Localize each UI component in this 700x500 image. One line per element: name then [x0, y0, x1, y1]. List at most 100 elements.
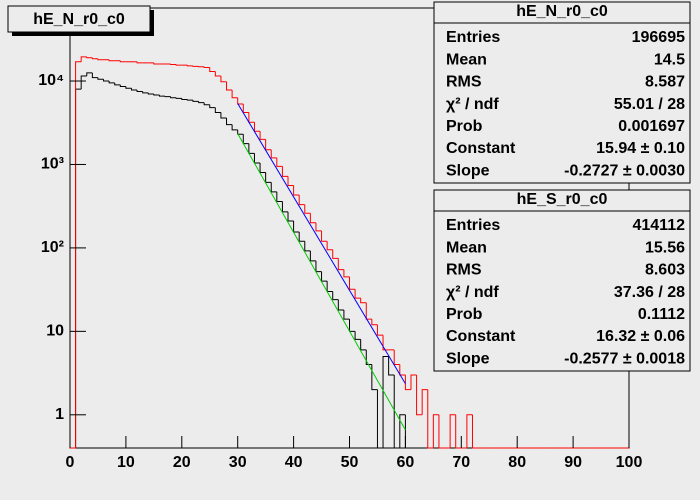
histogram-bin	[175, 64, 182, 66]
histogram-bin	[298, 195, 305, 206]
histogram-bin	[125, 86, 132, 89]
histogram-bin	[181, 98, 188, 101]
histogram-bin	[91, 57, 98, 60]
histogram-bin	[354, 331, 361, 340]
histogram-bin	[186, 99, 193, 101]
stats-label: RMS	[446, 262, 482, 279]
stats-value: -0.2727 ± 0.0030	[564, 162, 685, 179]
stats-box	[433, 1, 691, 184]
histogram-bin	[371, 319, 378, 326]
histogram-bin	[354, 289, 361, 299]
histogram-bin	[393, 374, 400, 449]
stats-label: Entries	[446, 217, 500, 234]
y-tick-label: 10³	[41, 156, 64, 173]
histogram-bin	[471, 414, 479, 449]
histogram-bin	[153, 93, 160, 96]
histogram-bin	[231, 90, 238, 99]
histogram-bin	[343, 310, 350, 320]
stats-value: 8.603	[645, 262, 685, 279]
histogram-bin	[136, 90, 143, 92]
histogram-bin	[97, 58, 104, 61]
histogram-bin	[259, 131, 266, 140]
histogram-bin	[203, 66, 210, 69]
histogram-bin	[153, 62, 160, 65]
histogram-bin	[130, 88, 138, 91]
histogram-bin	[226, 118, 233, 126]
histogram-bin	[293, 185, 300, 196]
fit-line	[237, 133, 406, 431]
histogram-bin	[186, 65, 193, 67]
histogram-bin	[276, 191, 283, 202]
histogram-bin	[376, 324, 384, 336]
x-tick-label: 30	[229, 454, 247, 471]
histogram-bin	[209, 104, 216, 109]
histogram-bin	[449, 414, 456, 448]
histogram-bin	[438, 414, 445, 449]
histogram-bin	[332, 249, 339, 259]
histogram-bin	[158, 94, 166, 97]
histogram-bin	[332, 291, 339, 301]
histogram-bin	[80, 75, 87, 90]
stats-value: 8.587	[645, 74, 685, 91]
histogram-bin	[97, 77, 104, 80]
histogram-bin	[404, 374, 411, 391]
histogram-bin	[114, 82, 121, 86]
histogram-bin	[337, 258, 344, 271]
chart-title: hE_N_r0_c0	[33, 11, 125, 28]
histogram-bin	[276, 157, 283, 167]
stats-label: Mean	[446, 51, 487, 68]
histogram-bin	[142, 91, 149, 94]
x-tick-label: 40	[285, 454, 303, 471]
histogram-bin	[376, 389, 384, 449]
histogram-bin	[270, 182, 277, 193]
stats-value: 414112	[632, 217, 685, 234]
histogram-bin	[326, 241, 333, 251]
histogram-bin	[226, 81, 233, 91]
stats-label: Slope	[446, 350, 490, 367]
stats-value: 37.36 / 28	[614, 284, 685, 301]
histogram-bin	[108, 59, 115, 62]
histogram-bin	[108, 81, 115, 84]
stats-label: Slope	[446, 162, 490, 179]
histogram-bin	[214, 71, 221, 77]
histogram-bin	[399, 414, 406, 448]
stats-label: RMS	[446, 74, 482, 91]
stats-label: χ² / ndf	[446, 96, 499, 113]
histogram-bin	[309, 250, 316, 262]
stats-value: 0.1112	[638, 306, 685, 323]
histogram-bin	[270, 149, 277, 159]
histogram-bin	[231, 124, 238, 131]
x-tick-label: 0	[66, 454, 75, 471]
stats-label: Constant	[446, 140, 516, 157]
histogram-bin	[175, 97, 182, 99]
histogram-bin	[220, 112, 227, 119]
x-tick-label: 20	[173, 454, 191, 471]
histogram-bin	[86, 56, 93, 59]
x-tick-label: 100	[616, 454, 643, 471]
histogram-bin	[220, 75, 227, 83]
histogram-bin	[343, 269, 350, 278]
y-tick-label: 10⁴	[38, 72, 64, 89]
x-tick-label: 70	[452, 454, 470, 471]
histogram-bin	[382, 335, 389, 351]
stats-label: Prob	[446, 306, 483, 323]
histogram-bin	[192, 100, 199, 102]
stats-value: 196695	[632, 29, 685, 46]
histogram-bin	[416, 374, 423, 416]
histogram-bin	[304, 204, 311, 214]
y-tick-label: 10	[46, 323, 64, 340]
histogram-bin	[136, 61, 143, 64]
stats-value: 0.001697	[618, 118, 685, 135]
histogram-bin	[86, 72, 93, 76]
x-tick-label: 50	[341, 454, 359, 471]
histogram-bin	[304, 241, 311, 252]
histogram-bin	[309, 213, 316, 224]
histogram-bin	[164, 96, 171, 98]
histogram-bin	[75, 61, 82, 448]
stats-label: χ² / ndf	[446, 284, 499, 301]
histogram-bin	[214, 107, 221, 113]
histogram-bin	[198, 101, 205, 104]
histogram-bin	[119, 60, 126, 63]
